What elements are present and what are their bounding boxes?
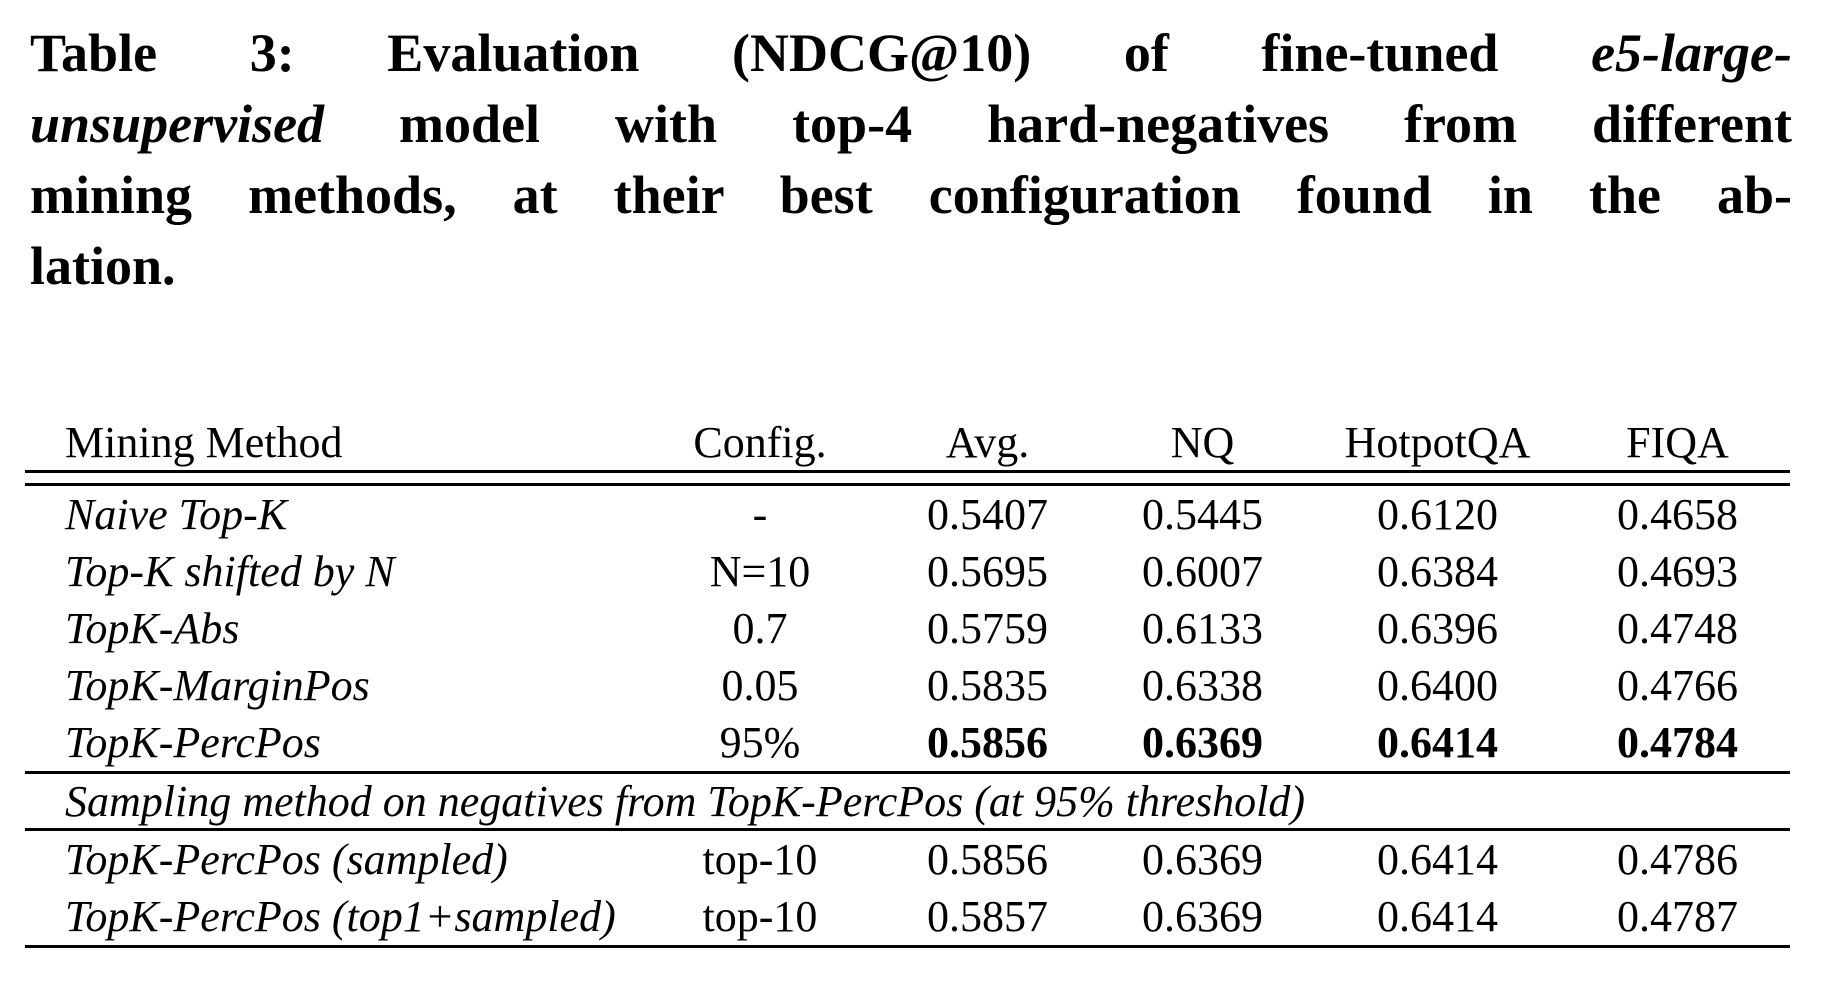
- section-header-label: Sampling method on negatives from TopK-P…: [65, 776, 1306, 826]
- cell-value: 0.5695: [927, 547, 1048, 596]
- table-body-sampling: TopK-PercPos (sampled) top-10 0.5856 0.6369…: [25, 831, 1790, 945]
- caption-segment: Table 3: Evaluation (NDCG@10) of fine-tu…: [30, 23, 1592, 83]
- table-row: TopK-PercPos 95% 0.5856 0.6369 0.6414 0.4784: [25, 714, 1790, 771]
- column-header: HotpotQA: [1344, 417, 1531, 467]
- section-bottom-rule: [25, 828, 1790, 831]
- header-double-rule: [25, 470, 1790, 486]
- cell-value: 0.6369: [1142, 835, 1263, 884]
- cell-value: 0.6133: [1142, 604, 1263, 653]
- cell-value: 0.4693: [1617, 547, 1738, 596]
- cell-value: 0.4748: [1617, 604, 1738, 653]
- cell-value: 0.5856: [927, 718, 1048, 767]
- caption-line: unsupervised model with top-4 hard-negat…: [30, 89, 1792, 160]
- caption-segment: model with top-4 hard-negatives from dif…: [324, 94, 1792, 154]
- cell-value: 0.5759: [927, 604, 1048, 653]
- cell-mining-method: TopK-Abs: [65, 604, 240, 653]
- cell-config: 0.7: [732, 604, 788, 653]
- caption-segment-italic: e5-large-: [1591, 23, 1792, 83]
- cell-value: 0.6400: [1377, 661, 1498, 710]
- cell-config: top-10: [702, 835, 818, 884]
- cell-value: 0.6414: [1377, 718, 1498, 767]
- cell-mining-method: Naive Top-K: [65, 490, 288, 539]
- section-header-row: Sampling method on negatives from TopK-P…: [25, 774, 1790, 828]
- table-body-main: Naive Top-K -0.5407 0.5445 0.6120 0.4658 Top-…: [25, 486, 1790, 771]
- cell-value: 0.5835: [927, 661, 1048, 710]
- cell-mining-method: TopK-MarginPos: [65, 661, 370, 710]
- table-row: TopK-PercPos (sampled) top-10 0.5856 0.6369…: [25, 831, 1790, 888]
- caption-line: Table 3: Evaluation (NDCG@10) of fine-tu…: [30, 18, 1792, 89]
- cell-value: 0.5856: [927, 835, 1048, 884]
- cell-mining-method: TopK-PercPos (sampled): [65, 835, 508, 884]
- cell-value: 0.4786: [1617, 835, 1738, 884]
- section-top-rule: [25, 771, 1790, 774]
- table-row: Naive Top-K - 0.5407 0.5445 0.6120 0.4658: [25, 486, 1790, 543]
- cell-config: -: [752, 490, 768, 539]
- table-row: TopK-Abs 0.7 0.5759 0.6133 0.6396 0.4748: [25, 600, 1790, 657]
- cell-config: top-10: [702, 892, 818, 941]
- cell-config: N=10: [709, 547, 811, 596]
- cell-value: 0.6369: [1142, 892, 1263, 941]
- table-row: TopK-PercPos (top1+sampled) top-10 0.5857 0…: [25, 888, 1790, 945]
- cell-value: 0.6384: [1377, 547, 1498, 596]
- table-caption: Table 3: Evaluation (NDCG@10) of fine-tu…: [30, 18, 1792, 302]
- cell-mining-method: TopK-PercPos: [65, 718, 321, 767]
- table-header-row: Mining Method Config. Avg. NQ HotpotQA FIQA: [25, 414, 1790, 470]
- column-header: Config.: [693, 417, 827, 467]
- cell-mining-method: TopK-PercPos (top1+sampled): [65, 892, 616, 941]
- cell-value: 0.6414: [1377, 835, 1498, 884]
- cell-value: 0.6338: [1142, 661, 1263, 710]
- cell-value: 0.4658: [1617, 490, 1738, 539]
- cell-value: 0.4766: [1617, 661, 1738, 710]
- column-header: NQ: [1170, 417, 1235, 467]
- cell-value: 0.5857: [927, 892, 1048, 941]
- cell-value: 0.5445: [1142, 490, 1263, 539]
- cell-value: 0.4787: [1617, 892, 1738, 941]
- cell-value: 0.6396: [1377, 604, 1498, 653]
- caption-line: lation.: [30, 231, 1792, 302]
- column-header: Avg.: [945, 417, 1030, 467]
- table-row: TopK-MarginPos 0.05 0.5835 0.6338 0.6400 0.47…: [25, 657, 1790, 714]
- cell-value: 0.6414: [1377, 892, 1498, 941]
- cell-config: 0.05: [721, 661, 799, 710]
- cell-config: 95%: [719, 718, 801, 767]
- caption-segment: mining methods, at their best configurat…: [30, 165, 1792, 225]
- cell-value: 0.6369: [1142, 718, 1263, 767]
- table-row: Top-K shifted by N N=10 0.5695 0.6007 0.6384…: [25, 543, 1790, 600]
- caption-segment: lation.: [30, 236, 176, 296]
- column-header: FIQA: [1626, 417, 1729, 467]
- column-header: Mining Method: [65, 417, 343, 467]
- cell-value: 0.6007: [1142, 547, 1263, 596]
- results-table: Mining Method Config. Avg. NQ HotpotQA FIQA N…: [25, 414, 1790, 948]
- cell-mining-method: Top-K shifted by N: [65, 547, 395, 596]
- caption-line: mining methods, at their best configurat…: [30, 160, 1792, 231]
- cell-value: 0.4784: [1617, 718, 1738, 767]
- cell-value: 0.6120: [1377, 490, 1498, 539]
- bottom-rule: [25, 945, 1790, 948]
- caption-segment-italic: unsupervised: [30, 94, 325, 154]
- cell-value: 0.5407: [927, 490, 1048, 539]
